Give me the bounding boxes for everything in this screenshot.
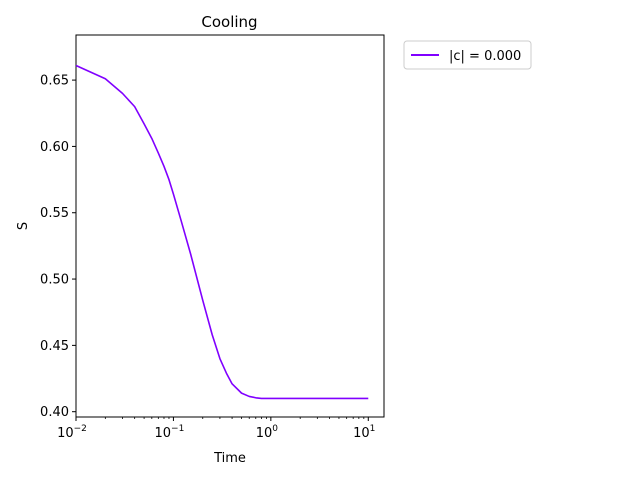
y-tick-label: 0.60 <box>40 140 69 155</box>
x-axis: 10−2 10−1 100 101 <box>57 417 375 441</box>
y-tick-label: 0.45 <box>40 339 69 354</box>
x-axis-label: Time <box>213 451 246 466</box>
y-tick-label: 0.55 <box>40 206 69 221</box>
y-axis-label: S <box>16 222 31 230</box>
series-layer <box>75 64 369 400</box>
y-tick-label: 0.40 <box>40 405 69 420</box>
legend: |c| = 0.000 <box>403 40 532 70</box>
plot-frame <box>75 34 385 418</box>
x-tick-label: 101 <box>353 424 375 441</box>
y-axis: 0.40 0.45 0.50 0.55 0.60 0.65 <box>40 74 76 420</box>
x-tick-label: 100 <box>256 424 279 441</box>
y-tick-label: 0.65 <box>40 74 69 89</box>
y-tick-label: 0.50 <box>40 273 69 288</box>
series-line <box>75 64 369 400</box>
legend-frame <box>403 40 532 70</box>
legend-label: |c| = 0.000 <box>449 49 521 64</box>
x-tick-label: 10−1 <box>155 424 185 441</box>
chart-title: Cooling <box>201 13 257 31</box>
plot-area <box>75 34 385 418</box>
x-tick-label: 10−2 <box>57 424 87 441</box>
